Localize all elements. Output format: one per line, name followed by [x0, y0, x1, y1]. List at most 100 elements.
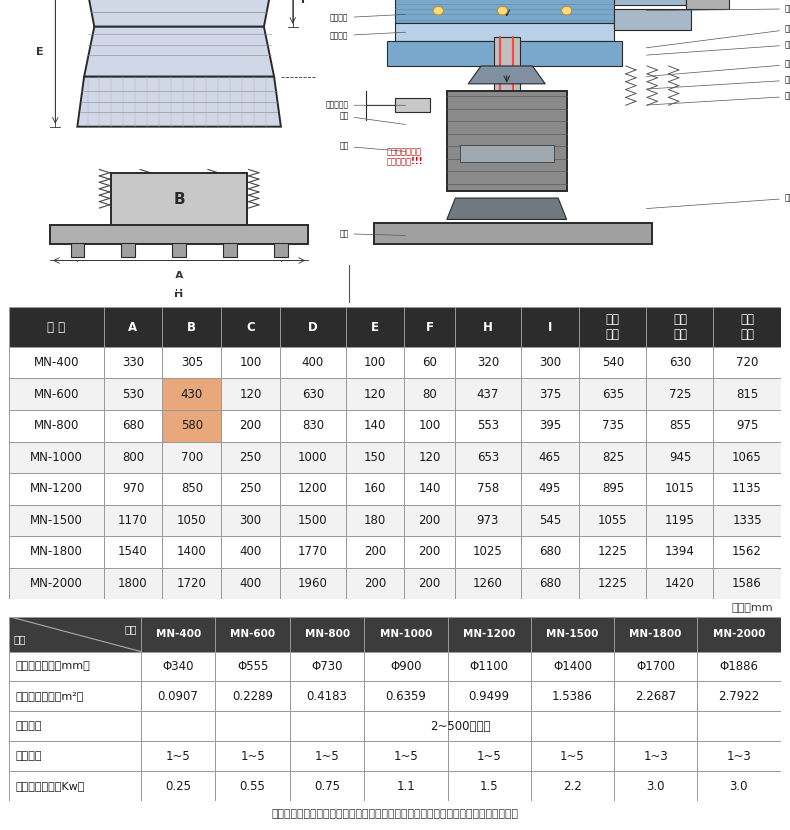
Text: 一般结构图: 一般结构图 [540, 276, 589, 291]
Text: 630: 630 [302, 388, 324, 401]
Text: MN-800: MN-800 [34, 419, 79, 432]
Bar [579, 378, 646, 410]
Text: MN-1800: MN-1800 [630, 629, 682, 639]
Bar [614, 681, 698, 711]
Bar [221, 347, 280, 378]
Bar [163, 568, 221, 599]
Bar [216, 711, 290, 741]
Text: F: F [301, 0, 309, 5]
Text: 120: 120 [239, 388, 261, 401]
Bar [163, 410, 221, 442]
Text: 200: 200 [419, 514, 441, 527]
Bar [521, 568, 579, 599]
Bar [404, 442, 455, 473]
Bar [103, 536, 163, 568]
Text: H: H [483, 320, 493, 334]
Text: 635: 635 [602, 388, 624, 401]
Text: 束环: 束环 [339, 111, 405, 124]
Bar [221, 410, 280, 442]
Text: 80: 80 [423, 388, 437, 401]
Text: 1770: 1770 [298, 545, 328, 559]
Bar [404, 568, 455, 599]
Bar [9, 771, 141, 801]
Text: 1015: 1015 [665, 482, 695, 496]
Text: 545: 545 [539, 514, 561, 527]
Bar [51, 225, 308, 244]
Text: 1586: 1586 [732, 577, 762, 590]
Bar [448, 741, 531, 771]
Bar [646, 410, 713, 442]
Polygon shape [84, 27, 274, 76]
Text: MN-600: MN-600 [34, 388, 79, 401]
Bar [713, 442, 781, 473]
Bar [447, 91, 566, 191]
Text: 3.0: 3.0 [730, 779, 748, 793]
Bar [521, 505, 579, 536]
Text: Φ1700: Φ1700 [636, 660, 675, 673]
Text: 注：由于设备型号不同，成品尺寸会有些许差异，表中数据仅供参考，需以实物为准。: 注：由于设备型号不同，成品尺寸会有些许差异，表中数据仅供参考，需以实物为准。 [272, 809, 518, 819]
Bar [646, 568, 713, 599]
Bar [364, 711, 448, 741]
Bar [713, 410, 781, 442]
Bar [448, 711, 531, 741]
Bar [221, 378, 280, 410]
Text: 680: 680 [539, 545, 561, 559]
Bar [531, 741, 614, 771]
Bar [290, 652, 364, 681]
Bar [70, 243, 84, 257]
Text: 中部框架: 中部框架 [330, 13, 405, 22]
Text: 200: 200 [419, 577, 441, 590]
Text: 540: 540 [602, 356, 624, 369]
Text: 320: 320 [476, 356, 499, 369]
Text: 1135: 1135 [732, 482, 762, 496]
Bar [448, 652, 531, 681]
Text: Φ730: Φ730 [311, 660, 343, 673]
Text: Φ1100: Φ1100 [470, 660, 509, 673]
Text: 830: 830 [302, 419, 324, 432]
Bar [531, 771, 614, 801]
Bar [290, 617, 364, 652]
Text: 680: 680 [122, 419, 144, 432]
Bar [455, 378, 521, 410]
Text: 720: 720 [735, 356, 758, 369]
Text: 弹簧: 弹簧 [339, 142, 405, 151]
Bar [103, 568, 163, 599]
Text: 200: 200 [364, 577, 386, 590]
Text: 小尺寸排料: 小尺寸排料 [325, 100, 405, 110]
Text: 1225: 1225 [598, 577, 628, 590]
Bar [531, 652, 614, 681]
Text: 1195: 1195 [665, 514, 695, 527]
Text: MN-1200: MN-1200 [463, 629, 515, 639]
Bar [698, 681, 781, 711]
Text: 1~5: 1~5 [560, 749, 585, 763]
Bar [614, 711, 698, 741]
Bar [280, 442, 345, 473]
Text: 0.9499: 0.9499 [468, 690, 510, 703]
Text: 电动机: 电动机 [646, 92, 790, 105]
Bar [9, 741, 141, 771]
Bar [111, 173, 247, 227]
Text: 型 号: 型 号 [47, 320, 66, 334]
Bar [713, 568, 781, 599]
Bar [713, 473, 781, 505]
Text: H: H [175, 289, 184, 299]
Text: 底部框架: 底部框架 [330, 32, 405, 40]
Text: 3.0: 3.0 [646, 779, 665, 793]
Text: 1225: 1225 [598, 545, 628, 559]
Text: 100: 100 [239, 356, 261, 369]
Text: A: A [175, 271, 183, 281]
Text: 250: 250 [239, 482, 261, 496]
Text: MN-1200: MN-1200 [30, 482, 83, 496]
Bar [364, 617, 448, 652]
Text: 120: 120 [363, 388, 386, 401]
Bar [646, 505, 713, 536]
Bar [9, 410, 103, 442]
Bar [290, 681, 364, 711]
Bar [713, 378, 781, 410]
Text: 140: 140 [419, 482, 441, 496]
Text: 有效筛分面积（m²）: 有效筛分面积（m²） [16, 691, 84, 701]
Text: 0.55: 0.55 [239, 779, 265, 793]
Bar [646, 347, 713, 378]
Bar [713, 505, 781, 536]
Polygon shape [614, 9, 690, 30]
